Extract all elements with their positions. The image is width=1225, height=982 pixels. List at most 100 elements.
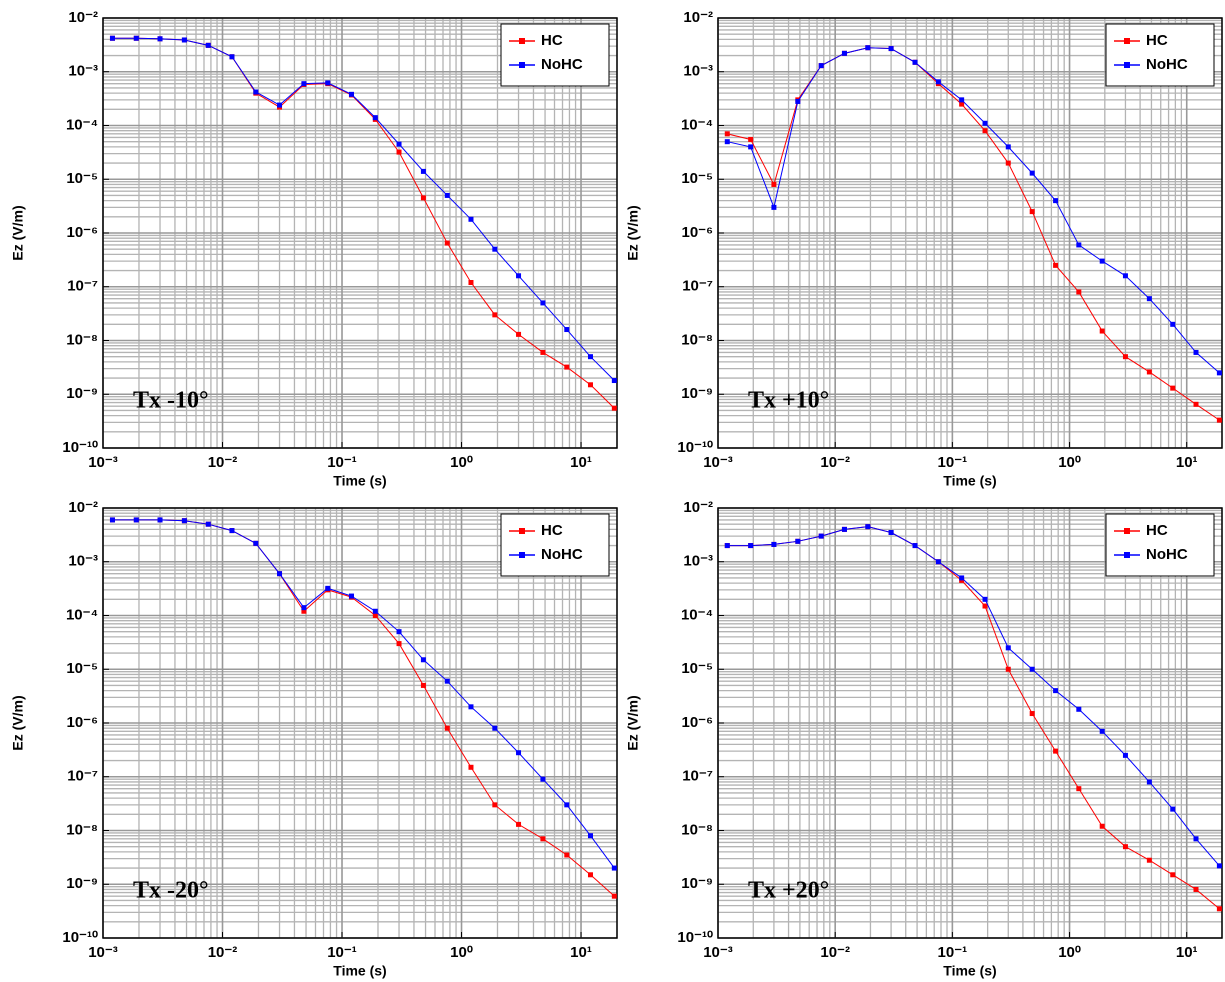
y-tick-label: 10⁻⁶ <box>66 714 98 731</box>
marker <box>1193 349 1199 355</box>
x-tick-label: 10⁻³ <box>703 944 733 961</box>
marker <box>724 139 730 145</box>
legend-label: NoHC <box>1146 56 1188 73</box>
marker <box>912 59 918 65</box>
marker <box>982 120 988 126</box>
marker <box>1099 823 1105 829</box>
marker <box>724 543 730 549</box>
marker <box>1053 262 1059 268</box>
marker <box>587 872 593 878</box>
marker <box>818 533 824 539</box>
y-tick-label: 10⁻³ <box>68 63 98 80</box>
marker <box>841 526 847 532</box>
marker <box>795 538 801 544</box>
marker <box>935 559 941 565</box>
marker <box>841 50 847 56</box>
x-tick-label: 10⁰ <box>450 944 473 961</box>
marker <box>959 97 965 103</box>
x-tick-label: 10¹ <box>570 454 592 471</box>
data-layer <box>109 517 617 899</box>
marker <box>959 575 965 581</box>
marker <box>1029 209 1035 215</box>
y-tick-label: 10⁻⁸ <box>66 821 98 838</box>
marker <box>748 136 754 142</box>
marker <box>420 195 426 201</box>
x-tick-label: 10⁻³ <box>88 454 118 471</box>
marker <box>1170 385 1176 391</box>
marker <box>564 852 570 858</box>
y-tick-label: 10⁻⁹ <box>681 385 713 402</box>
marker <box>396 641 402 647</box>
marker <box>540 300 546 306</box>
marker <box>564 802 570 808</box>
y-axis-label: Ez (V/m) <box>10 205 26 260</box>
y-tick-label: 10⁻⁶ <box>66 224 98 241</box>
marker <box>253 89 259 95</box>
marker <box>1053 198 1059 204</box>
y-tick-label: 10⁻⁹ <box>66 875 98 892</box>
marker <box>444 240 450 246</box>
marker <box>1076 242 1082 248</box>
marker <box>771 541 777 547</box>
marker <box>982 128 988 134</box>
y-tick-label: 10⁻² <box>683 499 713 516</box>
marker <box>1005 645 1011 651</box>
legend: HC NoHC <box>500 513 610 577</box>
y-tick-label: 10⁻⁵ <box>681 660 713 677</box>
x-tick-label: 10¹ <box>570 944 592 961</box>
legend: HC NoHC <box>1105 513 1215 577</box>
marker <box>109 35 115 41</box>
legend-label: HC <box>541 522 563 539</box>
marker <box>301 608 307 614</box>
y-tick-label: 10⁻⁵ <box>66 660 98 677</box>
marker <box>492 312 498 318</box>
legend-label: HC <box>541 32 563 49</box>
marker <box>1076 289 1082 295</box>
x-tick-label: 10¹ <box>1176 454 1198 471</box>
x-tick-label: 10⁻² <box>208 454 238 471</box>
x-axis-label: Time (s) <box>333 473 386 489</box>
marker <box>1099 258 1105 264</box>
plot-frame <box>717 507 1223 939</box>
y-tick-label: 10⁻² <box>683 9 713 26</box>
marker <box>888 530 894 536</box>
marker <box>468 216 474 222</box>
marker <box>748 144 754 150</box>
marker <box>540 349 546 355</box>
y-tick-label: 10⁻⁸ <box>681 331 713 348</box>
marker <box>348 593 354 599</box>
x-tick-label: 10⁻¹ <box>327 944 357 961</box>
marker <box>1053 688 1059 694</box>
data-layer <box>109 35 617 411</box>
marker <box>516 331 522 337</box>
legend-marker <box>519 528 525 534</box>
marker <box>611 405 617 411</box>
marker <box>516 750 522 756</box>
marker <box>1029 711 1035 717</box>
marker <box>468 764 474 770</box>
marker <box>1029 170 1035 176</box>
y-tick-label: 10⁻¹⁰ <box>677 929 713 946</box>
x-tick-label: 10⁻³ <box>703 454 733 471</box>
marker <box>1146 296 1152 302</box>
marker <box>564 364 570 370</box>
y-tick-label: 10⁻⁴ <box>66 606 98 623</box>
marker <box>1005 144 1011 150</box>
legend-box <box>1105 23 1215 87</box>
marker <box>277 571 283 577</box>
series-line <box>112 37 615 381</box>
y-axis-label: Ez (V/m) <box>625 695 641 750</box>
marker <box>492 725 498 731</box>
y-tick-label: 10⁻³ <box>683 63 713 80</box>
marker <box>935 79 941 85</box>
marker <box>1076 706 1082 712</box>
marker <box>396 149 402 155</box>
marker <box>1193 886 1199 892</box>
x-tick-label: 10¹ <box>1176 944 1198 961</box>
marker <box>724 131 730 137</box>
legend-label: HC <box>1146 522 1168 539</box>
y-tick-label: 10⁻⁹ <box>681 875 713 892</box>
marker <box>1029 666 1035 672</box>
marker <box>611 893 617 899</box>
